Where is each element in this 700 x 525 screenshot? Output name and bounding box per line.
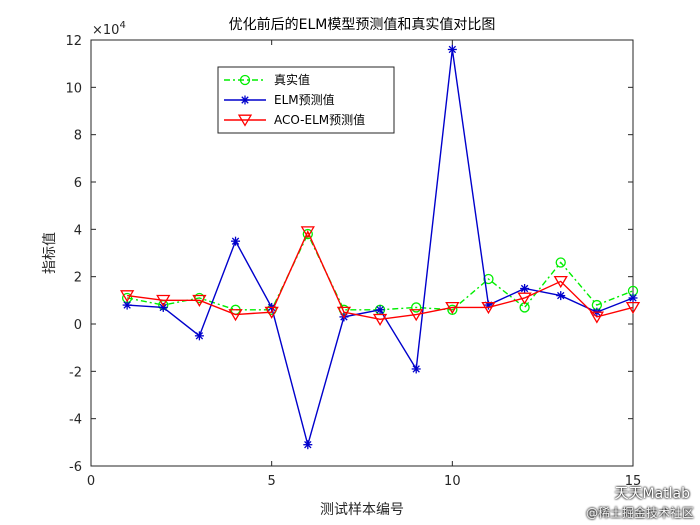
legend-label: ACO-ELM预测值	[274, 112, 365, 127]
series-point	[228, 309, 243, 322]
legend-label: ELM预测值	[274, 92, 335, 107]
x-axis-title: 测试样本编号	[320, 502, 404, 518]
series-point	[628, 293, 638, 303]
series-point	[300, 226, 315, 239]
series-point	[158, 302, 168, 312]
axis-ticks: 0 5 10 15 -6 -4 -2 0 2 4 6 8 10 12	[65, 34, 641, 489]
series-point	[589, 311, 605, 324]
y-tick-label: 8	[74, 129, 82, 144]
series-3	[119, 226, 641, 326]
series-point	[445, 301, 460, 315]
series-point	[555, 257, 566, 268]
y-tick-label: 6	[74, 176, 82, 191]
series-point	[192, 294, 207, 308]
legend-marker	[239, 74, 251, 86]
series-point	[156, 294, 171, 308]
series-point	[372, 313, 388, 326]
series-point	[302, 228, 313, 240]
legend-label: 真实值	[274, 72, 310, 87]
series-point	[409, 309, 424, 322]
series-point	[231, 236, 241, 246]
series-point	[264, 306, 279, 319]
legend-marker	[237, 114, 253, 127]
y-tick-label: -2	[69, 365, 82, 380]
series-point	[447, 44, 457, 54]
y-tick-label: 10	[65, 81, 82, 96]
x-tick-label: 10	[444, 474, 461, 489]
series-point	[375, 305, 385, 315]
y-tick-label: -6	[69, 460, 82, 475]
series-line	[127, 229, 634, 320]
y-tick-label: 2	[74, 271, 82, 286]
series-point	[517, 292, 532, 305]
x-tick-label: 5	[268, 474, 276, 489]
y-tick-label: 12	[65, 34, 82, 49]
series-2	[122, 44, 638, 450]
series-point	[483, 273, 494, 285]
series-point	[447, 304, 458, 315]
series-point	[411, 364, 421, 374]
series-point	[553, 275, 568, 289]
series-point	[625, 301, 641, 315]
y-exponent-power: 4	[119, 20, 125, 31]
series-point	[481, 301, 496, 315]
y-axis-title: 指标值	[42, 232, 58, 274]
series-point	[303, 440, 313, 450]
y-tick-label: 4	[74, 223, 82, 238]
chart-title: 优化前后的ELM模型预测值和真实值对比图	[229, 16, 496, 33]
series-point	[556, 291, 566, 301]
x-tick-label: 15	[625, 474, 642, 489]
x-tick-label: 0	[87, 474, 95, 489]
y-exponent-base: ×10	[92, 23, 119, 38]
series-point	[336, 306, 352, 319]
series-point	[411, 302, 422, 313]
y-tick-label: -4	[69, 413, 82, 428]
series-point	[520, 284, 530, 293]
legend: 真实值 ELM预测值 ACO-ELM预测值	[217, 66, 395, 134]
series-point	[119, 290, 135, 303]
y-tick-label: 0	[74, 318, 82, 333]
y-axis-exponent: ×104	[92, 20, 126, 38]
series-point	[194, 331, 204, 341]
legend-marker	[240, 95, 250, 105]
watermark-brand: 天天Matlab	[614, 486, 690, 502]
watermark-community: @稀土掘金技术社区	[585, 506, 694, 520]
series-layer	[119, 44, 641, 450]
